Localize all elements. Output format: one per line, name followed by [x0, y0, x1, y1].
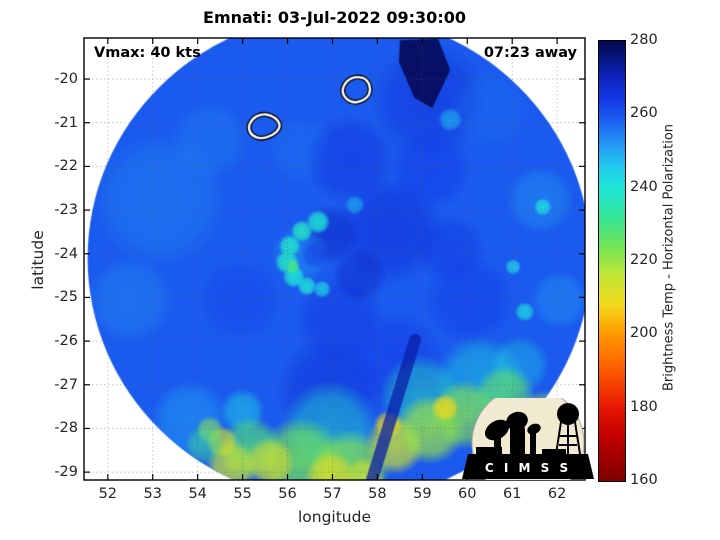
- x-tick-label: 59: [413, 486, 432, 502]
- vmax-label: Vmax: 40 kts: [94, 45, 201, 61]
- cimss-logo: C I M S S: [462, 398, 594, 480]
- x-tick-label: 53: [143, 486, 162, 502]
- colorbar-tick-label: 240: [630, 178, 658, 195]
- x-tick-label: 55: [233, 486, 252, 502]
- eta-label: 07:23 away: [483, 45, 577, 61]
- colorbar-label: Brightness Temp - Horizontal Polarizatio…: [661, 123, 677, 392]
- colorbar-tick-label: 200: [630, 325, 658, 342]
- colorbar-tick-label: 220: [630, 252, 658, 268]
- y-tick-label: -24: [54, 245, 78, 262]
- y-tick-label: -27: [54, 376, 78, 393]
- logo-text: C I M S S: [485, 461, 571, 475]
- y-tick-label: -20: [54, 71, 78, 88]
- x-tick-label: 57: [323, 486, 342, 502]
- plot-title: Emnati: 03-Jul-2022 09:30:00: [203, 8, 466, 27]
- colorbar-tick-label: 280: [630, 32, 658, 48]
- y-tick-label: -26: [54, 333, 78, 350]
- y-tick-label: -23: [54, 202, 78, 219]
- logo-observatory-silhouette: [462, 403, 594, 479]
- x-axis-label: longitude: [297, 508, 372, 526]
- colorbar: [598, 40, 626, 482]
- y-tick-label: -29: [54, 464, 78, 481]
- x-tick-label: 56: [278, 486, 297, 502]
- y-tick-label: -21: [54, 114, 78, 131]
- x-tick-label: 58: [368, 486, 387, 502]
- y-tick-label: -28: [54, 420, 78, 437]
- colorbar-tick-label: 260: [630, 105, 658, 122]
- x-tick-label: 61: [502, 486, 522, 502]
- logo-banner: [462, 454, 594, 479]
- x-tick-label: 60: [458, 486, 477, 502]
- y-tick-label: -22: [54, 158, 78, 175]
- colorbar-tick-label: 180: [630, 398, 658, 415]
- x-tick-label: 54: [188, 486, 207, 502]
- y-tick-label: -25: [54, 289, 78, 306]
- colorbar-tick-label: 160: [630, 472, 658, 488]
- logo-water-tower-icon: [557, 403, 579, 425]
- x-tick-label: 52: [98, 486, 118, 502]
- x-tick-label: 62: [547, 486, 567, 502]
